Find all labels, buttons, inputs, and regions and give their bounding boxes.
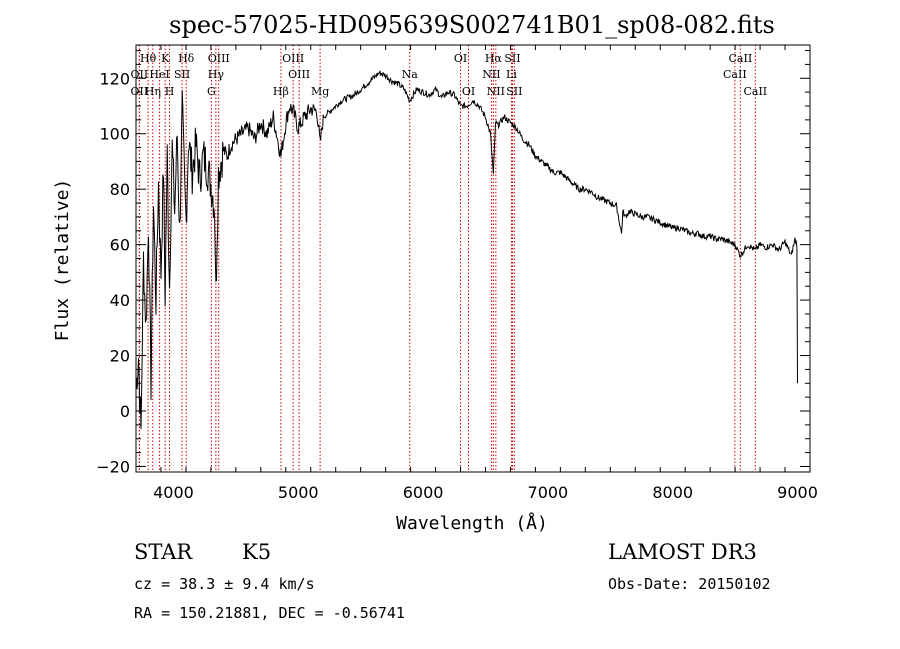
marker-label: OII bbox=[131, 68, 149, 81]
marker-label: SII bbox=[174, 68, 190, 81]
marker-label: H bbox=[165, 85, 175, 98]
y-tick-label: 100 bbox=[99, 125, 130, 144]
emission-line-markers bbox=[138, 45, 756, 472]
marker-label: OI bbox=[454, 52, 467, 65]
marker-label: HeI bbox=[149, 68, 169, 81]
marker-label: CaII bbox=[729, 52, 753, 65]
marker-label: NII bbox=[482, 68, 500, 81]
spectrum-line bbox=[135, 70, 798, 430]
x-axis-ticks: 4000 5000 6000 7000 8000 9000 bbox=[135, 45, 818, 502]
marker-label: Hδ bbox=[178, 52, 195, 65]
y-axis-label: Flux (relative) bbox=[52, 179, 73, 342]
x-tick-label: 4000 bbox=[153, 483, 194, 502]
x-tick-label: 5000 bbox=[278, 483, 319, 502]
marker-label: SII bbox=[506, 85, 522, 98]
x-tick-label: 8000 bbox=[652, 483, 693, 502]
plot-frame bbox=[135, 44, 811, 473]
y-tick-label: 120 bbox=[99, 69, 130, 88]
marker-label: Hβ bbox=[273, 85, 289, 98]
marker-label: OII bbox=[131, 85, 149, 98]
coordinates: RA = 150.21881, DEC = -0.56741 bbox=[134, 604, 405, 622]
marker-label: Hη bbox=[145, 85, 161, 98]
object-class: STAR bbox=[134, 540, 193, 564]
x-tick-label: 6000 bbox=[403, 483, 444, 502]
marker-label: OIII bbox=[208, 52, 230, 65]
x-axis-label: Wavelength (Å) bbox=[396, 512, 548, 534]
observation-date: Obs-Date: 20150102 bbox=[608, 575, 771, 593]
marker-label: NII bbox=[487, 85, 505, 98]
x-tick-label: 9000 bbox=[777, 483, 818, 502]
survey-label: LAMOST DR3 bbox=[608, 540, 757, 564]
y-tick-label: 40 bbox=[110, 291, 130, 310]
redshift-cz: cz = 38.3 ± 9.4 km/s bbox=[134, 575, 315, 593]
marker-label: CaII bbox=[723, 68, 747, 81]
marker-label: OI bbox=[462, 85, 475, 98]
marker-label: Hγ bbox=[208, 68, 225, 81]
marker-label: Hα bbox=[485, 52, 503, 65]
chart-title: spec-57025-HD095639S002741B01_sp08-082.f… bbox=[169, 11, 775, 39]
x-tick-label: 7000 bbox=[528, 483, 569, 502]
object-subclass: K5 bbox=[242, 540, 272, 564]
y-tick-label: 60 bbox=[110, 236, 130, 255]
y-tick-label: 0 bbox=[120, 402, 130, 421]
marker-label: CaII bbox=[743, 85, 767, 98]
marker-label: SII bbox=[504, 52, 520, 65]
marker-label: Hθ bbox=[140, 52, 157, 65]
marker-label: Mg bbox=[311, 85, 329, 98]
y-tick-label: 80 bbox=[110, 180, 130, 199]
y-axis-ticks: −20 0 20 40 60 80 100 120 bbox=[96, 50, 810, 476]
marker-label: Na bbox=[402, 68, 419, 81]
marker-label: Li bbox=[506, 68, 517, 81]
marker-label: G bbox=[207, 85, 216, 98]
y-tick-label: 20 bbox=[110, 347, 130, 366]
y-tick-label: −20 bbox=[96, 457, 130, 476]
marker-label: OIII bbox=[288, 68, 310, 81]
marker-label: K bbox=[161, 52, 170, 65]
marker-label: OIII bbox=[282, 52, 304, 65]
